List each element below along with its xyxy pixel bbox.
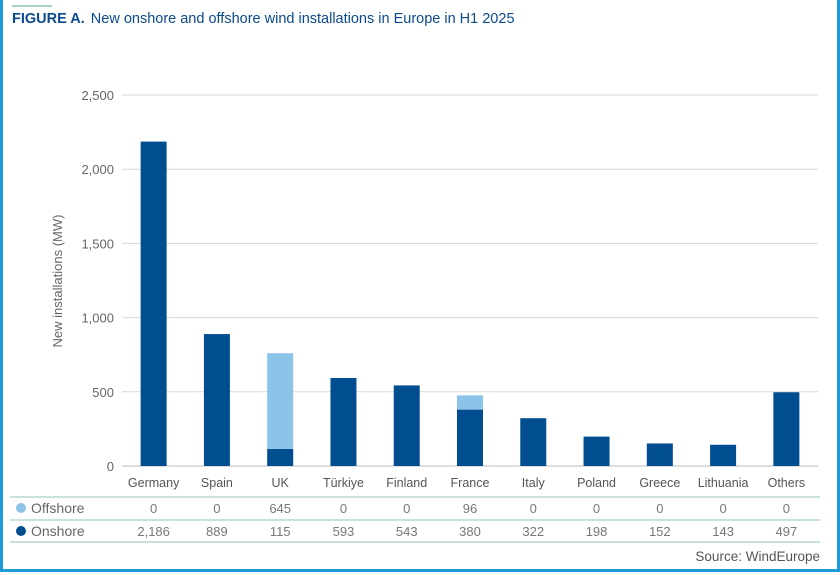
table-cell-offshore: 645 xyxy=(269,501,291,516)
bar-onshore-4 xyxy=(393,385,420,466)
table-cell-offshore: 0 xyxy=(403,501,410,516)
source-note: Source: WindEurope xyxy=(695,549,820,564)
legend-dot-offshore xyxy=(16,503,26,513)
y-tick-label: 1,000 xyxy=(81,311,114,326)
legend-label-onshore: Onshore xyxy=(31,523,85,539)
figure-title-text: New onshore and offshore wind installati… xyxy=(90,11,515,27)
table-cell-offshore: 0 xyxy=(783,501,790,516)
y-tick-label: 1,500 xyxy=(81,236,114,251)
x-tick-label: France xyxy=(451,476,490,490)
x-tick-label: Lithuania xyxy=(698,476,749,490)
y-tick-label: 500 xyxy=(92,385,114,400)
table-cell-onshore: 198 xyxy=(586,524,608,539)
y-tick-label: 2,000 xyxy=(81,162,114,177)
table-cell-offshore: 0 xyxy=(593,501,600,516)
x-tick-label: UK xyxy=(271,476,289,490)
table-cell-onshore: 115 xyxy=(270,524,291,539)
bar-onshore-2 xyxy=(267,448,294,466)
title-accent-line xyxy=(12,5,52,7)
table-cell-onshore: 322 xyxy=(522,524,544,539)
bar-onshore-3 xyxy=(330,377,357,466)
table-cell-onshore: 380 xyxy=(459,524,481,539)
y-tick-label: 0 xyxy=(107,459,114,474)
x-tick-label: Türkiye xyxy=(323,476,364,490)
y-axis-label: New installations (MW) xyxy=(50,215,65,348)
x-tick-label: Germany xyxy=(128,476,180,490)
table-cell-onshore: 593 xyxy=(333,524,355,539)
table-cell-onshore: 889 xyxy=(206,524,228,539)
bar-offshore-2 xyxy=(267,353,294,449)
table-cell-onshore: 143 xyxy=(712,524,734,539)
bar-onshore-6 xyxy=(520,418,547,466)
bar-offshore-5 xyxy=(457,395,483,410)
x-tick-label: Others xyxy=(768,476,806,490)
table-cell-offshore: 0 xyxy=(530,501,537,516)
bar-onshore-9 xyxy=(710,444,737,466)
table-cell-onshore: 2,186 xyxy=(137,524,170,539)
bar-onshore-1 xyxy=(203,334,230,466)
bar-onshore-5 xyxy=(457,409,483,466)
bar-onshore-10 xyxy=(773,392,800,466)
x-tick-label: Finland xyxy=(386,476,427,490)
table-cell-onshore: 497 xyxy=(776,524,798,539)
figure-title: FIGURE A. New onshore and offshore wind i… xyxy=(12,11,515,27)
table-cell-offshore: 0 xyxy=(719,501,726,516)
figure-label: FIGURE A. xyxy=(12,11,85,27)
bar-onshore-0 xyxy=(140,141,167,466)
table-cell-offshore: 0 xyxy=(213,501,220,516)
bar-onshore-7 xyxy=(583,436,610,466)
x-tick-label: Greece xyxy=(639,476,680,490)
table-cell-offshore: 0 xyxy=(340,501,347,516)
table-cell-onshore: 152 xyxy=(649,524,671,539)
table-cell-offshore: 0 xyxy=(150,501,157,516)
table-cell-onshore: 543 xyxy=(396,524,418,539)
x-tick-label: Poland xyxy=(577,476,616,490)
y-tick-label: 2,500 xyxy=(81,88,114,103)
table-cell-offshore: 0 xyxy=(656,501,663,516)
bar-onshore-8 xyxy=(646,443,673,466)
legend-dot-onshore xyxy=(16,526,26,536)
x-tick-label: Italy xyxy=(522,476,546,490)
legend-label-offshore: Offshore xyxy=(31,500,85,516)
table-cell-offshore: 96 xyxy=(463,501,477,516)
x-tick-label: Spain xyxy=(201,476,233,490)
